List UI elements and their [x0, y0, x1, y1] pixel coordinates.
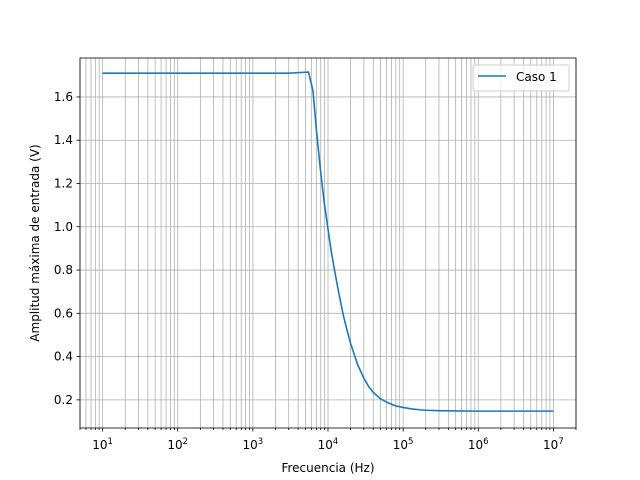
y-tick-label: 0.2: [54, 393, 73, 407]
x-tick-label: 104: [318, 437, 339, 452]
x-tick-label: 102: [167, 437, 188, 452]
legend-box: [472, 64, 570, 92]
legend-label-caso-1: Caso 1: [516, 70, 557, 84]
legend: Caso 1: [472, 64, 570, 92]
y-tick-label: 0.4: [54, 350, 73, 364]
y-tick-label: 0.8: [54, 263, 73, 277]
x-axis-label: Frecuencia (Hz): [281, 461, 374, 475]
y-tick-label: 0.6: [54, 306, 73, 320]
x-tick-label: 101: [92, 437, 113, 452]
y-tick-label: 1.4: [54, 133, 73, 147]
ticks: 0.2 0.4 0.6 0.8 1.0 1.2 1.4 1.6 101 102 103 104 105 1…: [54, 90, 577, 452]
y-tick-label: 1.6: [54, 90, 73, 104]
y-axis-label: Amplitud máxima de entrada (V): [28, 144, 42, 341]
y-tick-label: 1.2: [54, 176, 73, 190]
x-tick-label: 103: [243, 437, 264, 452]
x-tick-label: 106: [468, 437, 489, 452]
grid: [79, 58, 577, 428]
x-tick-label: 105: [393, 437, 414, 452]
x-tick-label: 107: [543, 437, 564, 452]
series-line-caso-1: [102, 71, 554, 412]
y-tick-label: 1.0: [54, 220, 73, 234]
